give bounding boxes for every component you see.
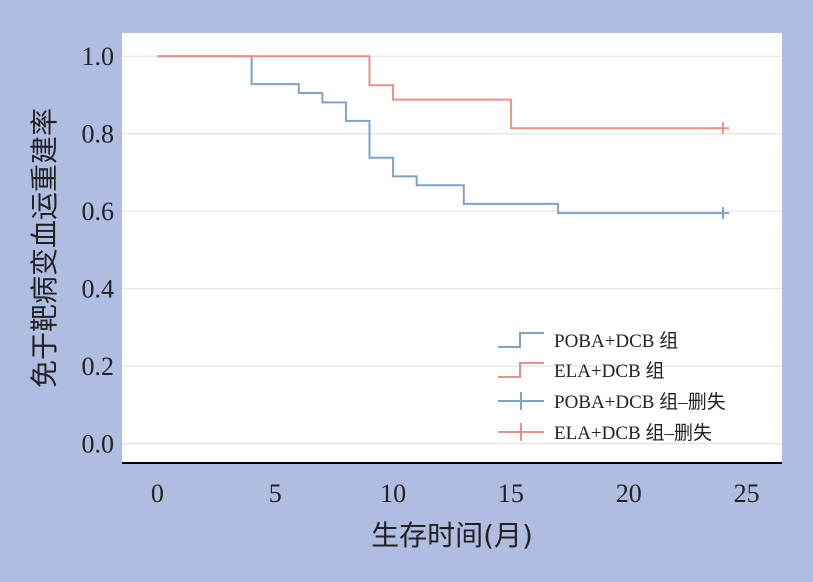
- y-tick-label: 0.4: [82, 275, 115, 304]
- series-group: [157, 55, 730, 220]
- y-axis-title: 免于靶病变血运重建率: [28, 108, 61, 388]
- x-axis-title: 生存时间(月): [371, 519, 533, 552]
- y-tick-label: 0.6: [82, 197, 115, 226]
- y-tick-label: 0.8: [82, 120, 115, 149]
- legend-step-swatch: [498, 332, 544, 348]
- censor-mark: [717, 207, 730, 220]
- x-tick-labels: 0 5 10 15 20 25: [151, 479, 760, 508]
- x-tick-label: 5: [269, 479, 282, 508]
- legend-step-swatch: [498, 362, 544, 378]
- x-tick-label: 0: [151, 479, 164, 508]
- plot-area: [122, 33, 782, 463]
- x-tick-label: 15: [498, 479, 524, 508]
- series-line-ela-dcb: [157, 55, 724, 130]
- x-tick-label: 10: [380, 479, 406, 508]
- legend-label: ELA+DCB 组–删失: [554, 422, 712, 444]
- grid-lines: [122, 55, 782, 445]
- y-tick-labels: 0.0 0.2 0.4 0.6 0.8 1.0: [82, 42, 115, 458]
- x-tick-label: 25: [734, 479, 760, 508]
- y-tick-label: 0.0: [82, 430, 115, 459]
- legend-censor-swatch: [498, 392, 544, 410]
- y-tick-label: 1.0: [82, 42, 115, 71]
- legend-label: POBA+DCB 组: [554, 330, 678, 352]
- legend-label: POBA+DCB 组–删失: [554, 391, 726, 413]
- legend-censor-swatch: [498, 423, 544, 441]
- legend: POBA+DCB 组 ELA+DCB 组 POBA+DCB 组–删失 ELA+DCB …: [498, 330, 726, 444]
- series-line-poba-dcb: [157, 55, 724, 215]
- x-tick-label: 20: [616, 479, 642, 508]
- y-tick-label: 0.2: [82, 352, 115, 381]
- censor-mark: [717, 122, 730, 135]
- legend-label: ELA+DCB 组: [554, 360, 664, 382]
